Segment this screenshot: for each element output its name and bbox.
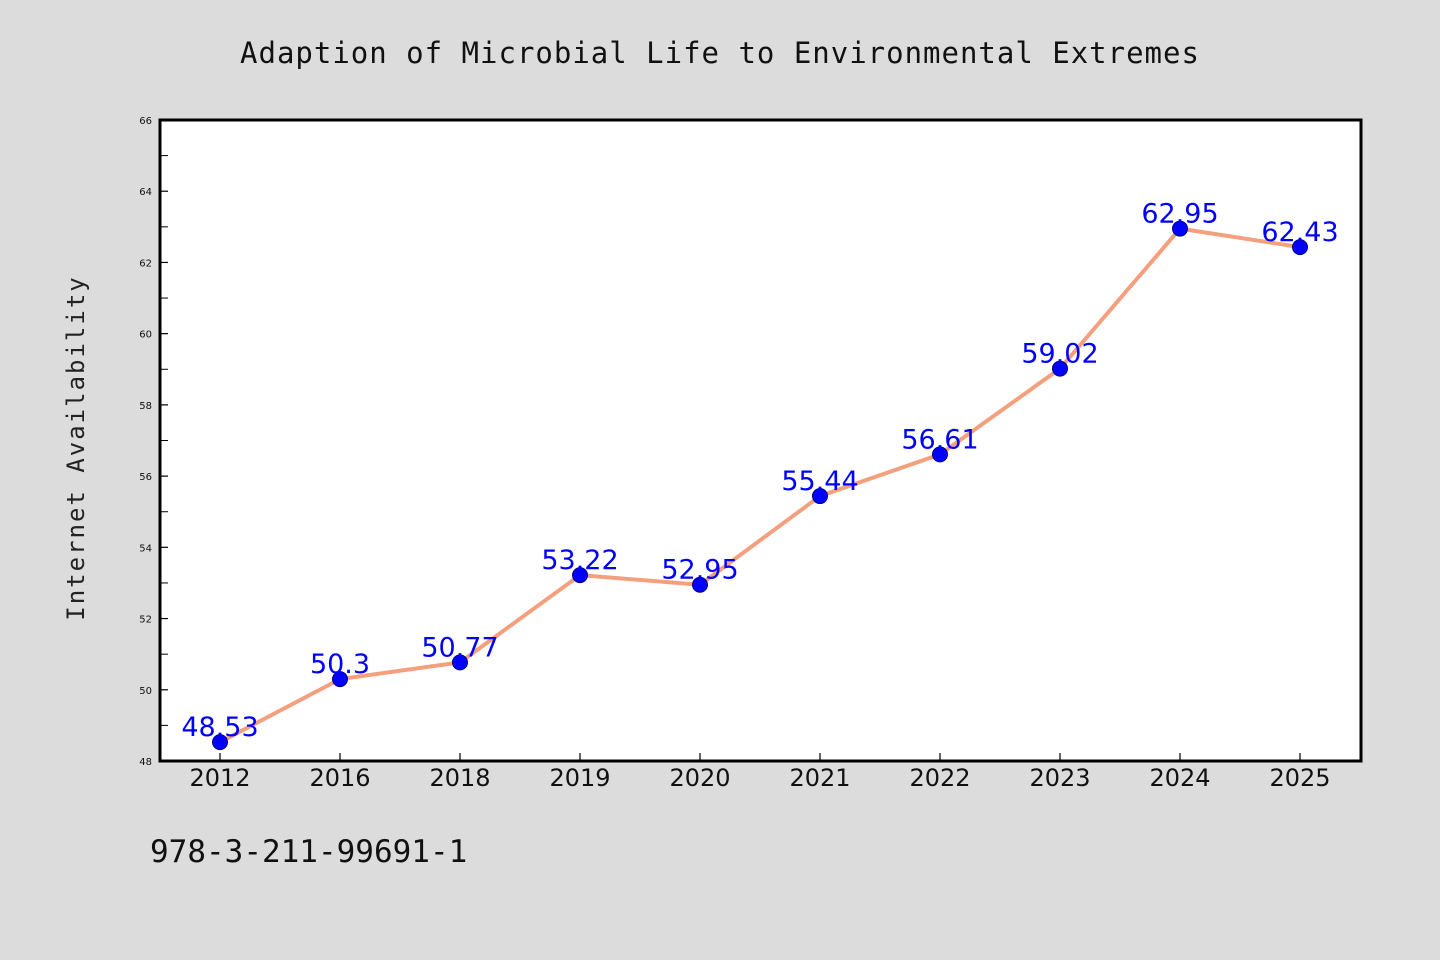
series-layer: 48.53 50.3 50.77 53.22 52.95 55.44 56.61 59.02 6…	[181, 199, 1339, 751]
y-tick-label: 56	[139, 472, 152, 483]
data-label: 53.22	[541, 545, 618, 576]
data-point	[332, 671, 348, 688]
y-tick-label: 62	[139, 258, 152, 269]
x-tick-label: 2016	[309, 764, 370, 792]
series-line	[218, 226, 1302, 745]
data-point	[812, 488, 828, 505]
data-point	[572, 567, 588, 584]
x-tick-label: 2024	[1149, 764, 1210, 792]
footer-code: 978-3-211-99691-1	[150, 834, 468, 870]
plot-area	[158, 118, 1363, 763]
data-point	[692, 576, 708, 593]
y-tick-label: 66	[139, 116, 152, 127]
x-tick-label: 2019	[549, 764, 610, 792]
data-label: 55.44	[781, 466, 858, 497]
data-point	[1292, 239, 1308, 256]
x-tick-label: 2021	[789, 764, 850, 792]
y-tick-label: 60	[139, 330, 152, 341]
data-point	[932, 446, 948, 463]
y-axis-label: Internet Availability	[62, 275, 90, 620]
x-axis-ticks: 2012 2016 2018 2019 2020 2021 2022 2023 2024 2025	[189, 753, 1331, 792]
y-axis-ticks: 48 50 52 54 56 58 60 62 64 66	[139, 116, 168, 768]
data-label: 50.77	[421, 632, 498, 663]
data-label: 62.43	[1261, 217, 1338, 248]
data-label: 48.53	[181, 712, 258, 743]
data-label: 52.95	[661, 555, 738, 586]
data-label: 56.61	[901, 424, 978, 455]
data-label: 59.02	[1021, 339, 1098, 370]
x-tick-label: 2012	[189, 764, 250, 792]
y-tick-label: 58	[139, 401, 152, 412]
data-point	[1052, 360, 1068, 377]
x-tick-label: 2022	[909, 764, 970, 792]
data-label: 62.95	[1141, 199, 1218, 230]
y-tick-label: 64	[139, 187, 152, 198]
y-tick-label: 50	[139, 686, 152, 697]
x-tick-label: 2018	[429, 764, 490, 792]
data-point	[452, 654, 468, 671]
chart-title: Adaption of Microbial Life to Environmen…	[240, 36, 1200, 70]
data-label: 50.3	[310, 649, 370, 680]
x-tick-label: 2023	[1029, 764, 1090, 792]
x-tick-label: 2025	[1269, 764, 1330, 792]
data-point	[212, 734, 228, 751]
data-point	[1172, 220, 1188, 237]
y-tick-label: 48	[139, 757, 152, 768]
x-tick-label: 2020	[669, 764, 730, 792]
y-tick-label: 54	[139, 543, 152, 554]
y-tick-label: 52	[139, 615, 152, 626]
